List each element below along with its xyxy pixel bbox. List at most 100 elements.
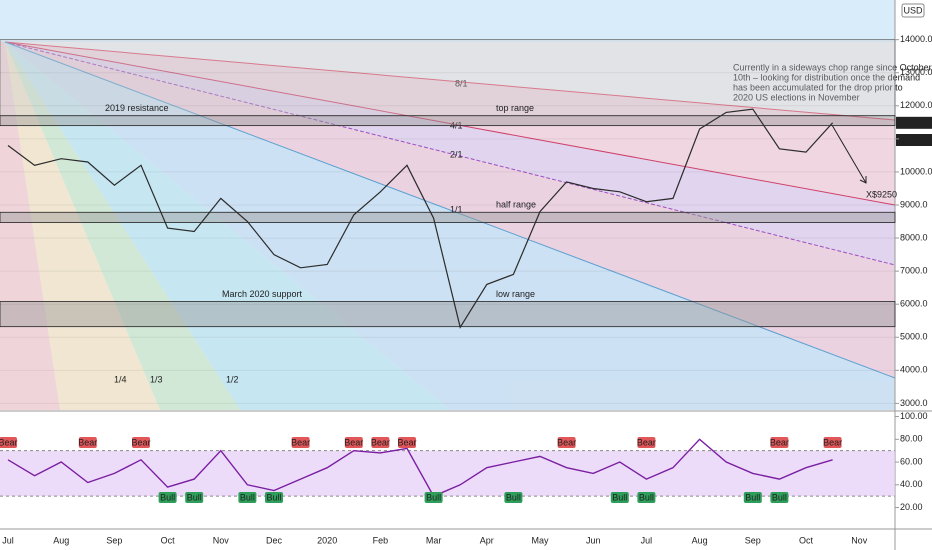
sky-zone [0, 0, 895, 42]
y-tick-label: 10000.0 [900, 166, 932, 176]
x-tick-label: Aug [692, 535, 708, 545]
rsi-line [7, 438, 833, 498]
fan-label: 2/1 [450, 149, 463, 159]
fan-line [4, 41, 896, 121]
x-tick-label: May [531, 535, 549, 545]
signal-label: Bull [160, 492, 175, 502]
x-tick-label: Nov [213, 535, 230, 545]
signal-label: Bull [426, 492, 441, 502]
signal-label: Bull [745, 492, 760, 502]
y2-tick-label: 100.00 [900, 411, 928, 421]
fan-line [4, 41, 896, 379]
zone-label: top range [496, 103, 534, 113]
range-zone [0, 115, 896, 127]
signal-badge [770, 492, 789, 503]
y-tick-label: 14000.0 [900, 34, 932, 44]
y-tick-label: 6000.0 [900, 299, 928, 309]
x-tick-label: Nov [851, 535, 868, 545]
zone-label: March 2020 support [222, 289, 303, 299]
fan-label: 1/3 [150, 374, 163, 384]
signal-label: Bull [187, 492, 202, 502]
signal-badge [823, 437, 842, 448]
zone-label: low range [496, 289, 535, 299]
x-tick-label: 2020 [317, 535, 337, 545]
signal-badge [398, 437, 416, 448]
fan-label: 1/4 [114, 374, 127, 384]
signal-badge [185, 492, 204, 503]
x-tick-label: Jul [2, 535, 14, 545]
y-tick-label: 13000.0 [900, 67, 932, 77]
x-tick-label: Oct [799, 535, 814, 545]
signal-badge [770, 437, 789, 448]
countdown: 42:20 [903, 134, 926, 144]
fan-label: 1/2 [226, 374, 239, 384]
y-tick-label: 8000.0 [900, 232, 928, 242]
signal-badge [238, 492, 257, 503]
x-tick-label: Dec [266, 535, 283, 545]
signal-label: Bear [344, 437, 363, 447]
signal-badge [78, 437, 97, 448]
signal-badge [158, 492, 177, 503]
signal-label: Bull [612, 492, 627, 502]
y-tick-label: 5000.0 [900, 332, 928, 342]
signal-badge [743, 492, 762, 503]
y-tick-label: 4000.0 [900, 365, 928, 375]
signal-label: Bear [770, 437, 789, 447]
zone-label: half range [496, 200, 536, 210]
signal-label: Bull [240, 492, 255, 502]
signal-badge [424, 492, 443, 503]
y-tick-label: 12000.0 [900, 100, 932, 110]
signal-label: Bear [291, 437, 310, 447]
fan-line [4, 41, 896, 206]
y-tick-label: 3000.0 [900, 398, 928, 408]
x-tick-label: Sep [106, 535, 122, 545]
y-tick-label: 9000.0 [900, 199, 928, 209]
y-tick-label: 11000.0 [900, 133, 932, 143]
last-price-label: 11485.5 [898, 117, 930, 127]
x-tick-label: Sep [745, 535, 761, 545]
signal-label: Bear [131, 437, 150, 447]
fan-wedge [5, 42, 160, 410]
range-zone [0, 301, 896, 328]
signal-badge [265, 492, 283, 503]
upper-zone [0, 39, 896, 117]
fan-label: 1/1 [450, 204, 463, 214]
currency-box [901, 3, 925, 18]
range-zone [0, 211, 896, 223]
signal-badge [637, 437, 656, 448]
y-tick-label: 7000.0 [900, 266, 928, 276]
fan-line [4, 41, 896, 266]
y2-tick-label: 40.00 [900, 479, 923, 489]
rsi-band [0, 450, 895, 497]
signal-label: Bear [397, 437, 416, 447]
target-label: X$9250 [866, 189, 897, 199]
note-line: 10th – looking for distribution once the… [733, 72, 920, 82]
signal-badge [637, 492, 656, 503]
zone-label: 2019 resistance [105, 103, 169, 113]
last-price-box [896, 116, 932, 129]
signal-label: Bear [0, 437, 18, 447]
x-tick-label: Oct [161, 535, 176, 545]
signal-badge [0, 437, 17, 448]
signal-label: Bull [772, 492, 787, 502]
target-arrow [831, 124, 867, 184]
signal-badge [371, 437, 390, 448]
fan-wedge [5, 42, 240, 410]
fan-wedge [0, 42, 60, 410]
signal-label: Bear [78, 437, 97, 447]
note-line: has been accumulated for the drop prior … [733, 82, 903, 92]
price-line [7, 108, 834, 329]
signal-label: Bull [639, 492, 654, 502]
countdown-box [896, 134, 932, 146]
signal-label: Bear [557, 437, 576, 447]
signal-label: Bear [371, 437, 390, 447]
target-arrowhead [859, 176, 867, 184]
signal-label: Bull [266, 492, 281, 502]
fan-label: 8/1 [455, 78, 468, 88]
fan-wedge [5, 42, 450, 410]
signal-badge [132, 437, 150, 448]
x-tick-label: Aug [53, 535, 69, 545]
signal-badge [291, 437, 310, 448]
currency: USD [903, 5, 923, 15]
